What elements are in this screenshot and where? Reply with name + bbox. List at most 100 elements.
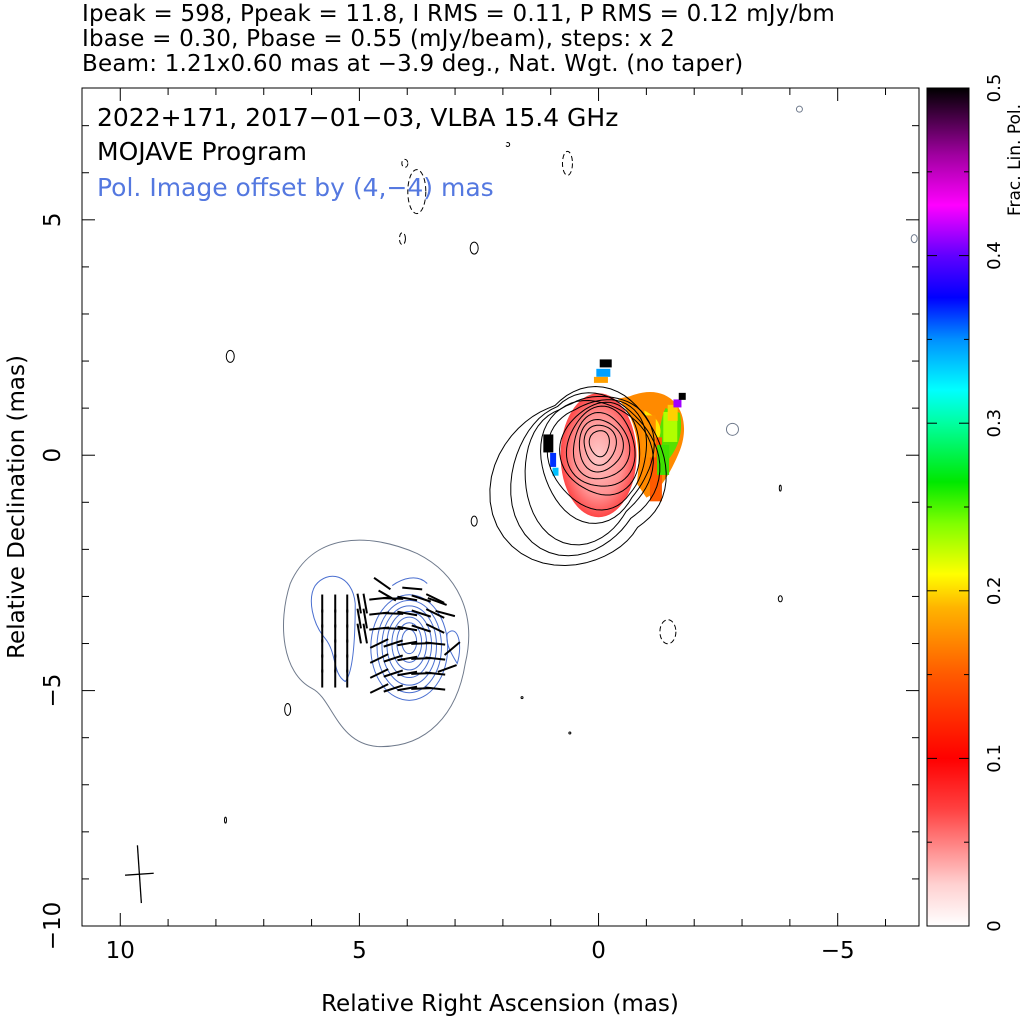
- noise-contour-12: [284, 702, 292, 716]
- evpa-tick-45: [383, 654, 404, 663]
- colorbar-tick-label: 0.5: [984, 74, 1005, 103]
- evpa-tick-27: [411, 594, 432, 603]
- evpa-tick-62: [435, 609, 456, 618]
- x-axis-label: Relative Right Ascension (mas): [321, 991, 679, 1017]
- evpa-tick-60: [378, 589, 397, 602]
- x-tick-label: −5: [821, 938, 855, 964]
- colorbar-tick-label: 0.2: [984, 576, 1005, 605]
- noise-contour-14: [795, 105, 803, 113]
- evpa-tick-50: [383, 669, 404, 678]
- pol-contour-east-blob: [446, 630, 461, 665]
- y-tick-label: 5: [40, 212, 66, 227]
- x-tick-label: 0: [591, 938, 606, 964]
- evpa-tick-41: [397, 640, 418, 647]
- pol-contour-west-lobe: [310, 575, 356, 683]
- evpa-tick-28: [425, 593, 445, 604]
- x-tick-label: 10: [106, 938, 135, 964]
- y-axis-label: Relative Declination (mas): [4, 355, 30, 659]
- evpa-tick-46: [397, 655, 418, 662]
- fpol-pixel-7: [599, 359, 612, 368]
- noise-contour-3: [561, 150, 573, 176]
- evpa-tick-58: [425, 686, 446, 691]
- pol-contour-north-arc: [391, 577, 428, 586]
- noise-contour-17: [568, 731, 572, 735]
- pol-contour-outer: [282, 539, 470, 748]
- evpa-tick-40: [383, 639, 404, 648]
- source-label: 2022+171, 2017−01−03, VLBA 15.4 GHz: [97, 103, 618, 132]
- evpa-tick-32: [411, 609, 432, 618]
- evpa-tick-36: [397, 625, 418, 632]
- pol-contour-core-1: [376, 599, 442, 694]
- evpa-tick-38: [425, 623, 445, 634]
- evpa-tick-44: [369, 653, 389, 664]
- colorbar-tick-label: 0.1: [984, 744, 1005, 773]
- fpol-pixel-5: [673, 399, 682, 408]
- noise-contour-2: [401, 158, 409, 168]
- evpa-tick-21: [362, 593, 368, 614]
- fpol-pixel-4: [667, 404, 678, 421]
- noise-contour-6: [398, 232, 406, 246]
- evpa-tick-31: [397, 610, 418, 617]
- stokes-i-contour-1: [510, 392, 661, 557]
- fpol-pixel-9: [593, 376, 608, 383]
- stokes-i-contour-4: [546, 399, 648, 511]
- evpa-tick-56: [397, 685, 418, 692]
- colorbar-tick-label: 0.3: [984, 409, 1005, 438]
- header-line-1: Ipeak = 598, Ppeak = 11.8, I RMS = 0.11,…: [82, 1, 835, 27]
- noise-contour-8: [778, 484, 782, 492]
- evpa-tick-20: [356, 623, 362, 644]
- stokes-i-contour-9: [583, 424, 617, 466]
- evpa-tick-23: [362, 623, 368, 644]
- stokes-i-contour-3: [540, 396, 655, 524]
- noise-contour-13: [223, 816, 227, 824]
- evpa-tick-22: [362, 608, 368, 629]
- offset-label: Pol. Image offset by (4,−4) mas: [97, 173, 494, 202]
- noise-contour-11: [470, 515, 478, 527]
- pol-contour-core-2: [381, 605, 438, 686]
- colorbar-tick-label: 0: [984, 920, 1005, 931]
- evpa-tick-65: [402, 586, 423, 591]
- evpa-tick-55: [383, 684, 404, 693]
- evpa-tick-49: [369, 668, 389, 679]
- noise-contour-7: [725, 422, 739, 436]
- noise-contour-9: [777, 595, 783, 603]
- colorbar: [926, 87, 970, 927]
- stokes-i-contour-0: [489, 385, 667, 567]
- fpol-pixel-10: [543, 434, 554, 453]
- fpol-core: [560, 393, 637, 518]
- noise-contour-0: [225, 349, 235, 363]
- evpa-tick-26: [397, 595, 418, 602]
- evpa-tick-48: [425, 656, 446, 661]
- evpa-tick-63: [443, 641, 461, 656]
- header-line-2: Ibase = 0.30, Pbase = 0.55 (mJy/beam), s…: [82, 26, 675, 52]
- evpa-tick-54: [369, 683, 389, 694]
- stokes-i-contour-7: [572, 411, 631, 480]
- colorbar-tick-label: 0.4: [984, 241, 1005, 270]
- stokes-i-contour-8: [578, 418, 624, 473]
- noise-contour-5: [505, 141, 511, 147]
- evpa-tick-30: [383, 612, 404, 615]
- noise-contour-16: [520, 696, 524, 700]
- pol-contour-core-3: [386, 611, 433, 679]
- evpa-tick-39: [369, 638, 389, 649]
- noise-contour-15: [910, 234, 918, 244]
- y-tick-label: −10: [40, 902, 66, 951]
- program-label: MOJAVE Program: [97, 137, 307, 166]
- evpa-tick-53: [425, 671, 446, 676]
- evpa-tick-64: [437, 664, 457, 673]
- fpol-pixel-12: [552, 467, 559, 476]
- evpa-tick-51: [397, 670, 418, 677]
- evpa-tick-35: [383, 627, 404, 630]
- stokes-i-contour-6: [565, 405, 636, 487]
- y-tick-label: −5: [40, 674, 66, 708]
- evpa-tick-61: [427, 597, 447, 606]
- fpol-pixel-8: [596, 368, 611, 377]
- evpa-tick-59: [373, 576, 391, 591]
- beam-minor-axis: [125, 872, 154, 876]
- noise-contour-1: [407, 169, 427, 215]
- evpa-tick-19: [356, 608, 362, 629]
- colorbar-label: Frac. Lin. Pol.: [1005, 104, 1025, 216]
- evpa-tick-33: [425, 608, 445, 619]
- noise-contour-4: [469, 241, 479, 255]
